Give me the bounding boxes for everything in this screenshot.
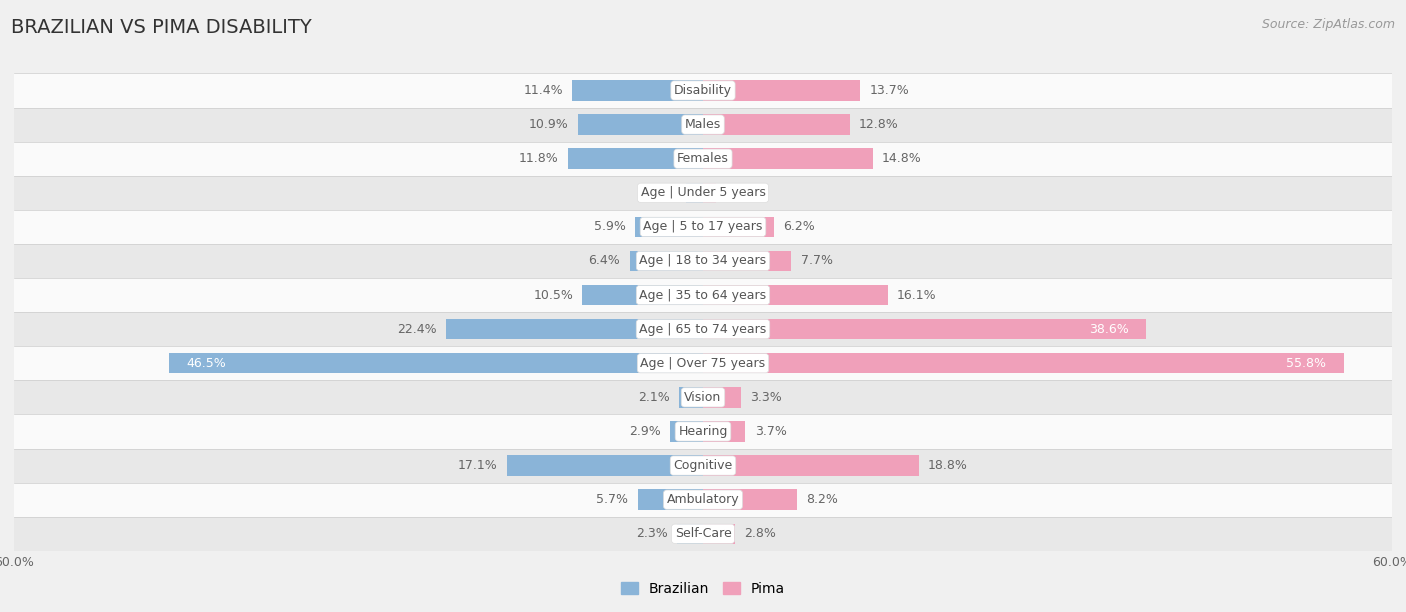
Bar bbox=[637, 490, 703, 510]
Text: 6.4%: 6.4% bbox=[589, 255, 620, 267]
Text: Self-Care: Self-Care bbox=[675, 528, 731, 540]
Text: 5.7%: 5.7% bbox=[596, 493, 628, 506]
Bar bbox=[568, 149, 703, 169]
Text: 10.5%: 10.5% bbox=[533, 289, 574, 302]
Text: 1.5%: 1.5% bbox=[645, 186, 676, 200]
Text: 3.7%: 3.7% bbox=[755, 425, 786, 438]
Text: 12.8%: 12.8% bbox=[859, 118, 898, 131]
Legend: Brazilian, Pima: Brazilian, Pima bbox=[616, 576, 790, 601]
Text: BRAZILIAN VS PIMA DISABILITY: BRAZILIAN VS PIMA DISABILITY bbox=[11, 18, 312, 37]
Bar bbox=[446, 319, 703, 340]
Text: 8.2%: 8.2% bbox=[807, 493, 838, 506]
Text: 10.9%: 10.9% bbox=[529, 118, 568, 131]
Bar bbox=[703, 319, 1146, 340]
Text: 1.1%: 1.1% bbox=[725, 186, 756, 200]
Bar bbox=[14, 176, 1392, 210]
Text: 2.3%: 2.3% bbox=[636, 528, 668, 540]
Text: Age | Over 75 years: Age | Over 75 years bbox=[641, 357, 765, 370]
Text: Hearing: Hearing bbox=[678, 425, 728, 438]
Bar bbox=[636, 217, 703, 237]
Bar bbox=[14, 483, 1392, 517]
Text: 6.2%: 6.2% bbox=[783, 220, 815, 233]
Bar bbox=[14, 414, 1392, 449]
Text: 17.1%: 17.1% bbox=[458, 459, 498, 472]
Bar bbox=[14, 108, 1392, 141]
Text: 22.4%: 22.4% bbox=[396, 323, 437, 335]
Text: Ambulatory: Ambulatory bbox=[666, 493, 740, 506]
Bar bbox=[703, 80, 860, 101]
Bar bbox=[582, 285, 703, 305]
Bar bbox=[703, 251, 792, 271]
Bar bbox=[14, 73, 1392, 108]
Text: Disability: Disability bbox=[673, 84, 733, 97]
Bar bbox=[703, 490, 797, 510]
Bar bbox=[679, 387, 703, 408]
Bar bbox=[14, 210, 1392, 244]
Text: Age | 5 to 17 years: Age | 5 to 17 years bbox=[644, 220, 762, 233]
Bar bbox=[703, 353, 1344, 373]
Text: Source: ZipAtlas.com: Source: ZipAtlas.com bbox=[1261, 18, 1395, 31]
Text: 2.1%: 2.1% bbox=[638, 391, 669, 404]
Bar bbox=[578, 114, 703, 135]
Bar bbox=[630, 251, 703, 271]
Text: Males: Males bbox=[685, 118, 721, 131]
Bar bbox=[703, 455, 920, 476]
Text: Age | Under 5 years: Age | Under 5 years bbox=[641, 186, 765, 200]
Bar bbox=[14, 380, 1392, 414]
Bar bbox=[14, 449, 1392, 483]
Bar bbox=[169, 353, 703, 373]
Bar bbox=[572, 80, 703, 101]
Text: 11.4%: 11.4% bbox=[523, 84, 562, 97]
Text: 16.1%: 16.1% bbox=[897, 289, 936, 302]
Text: 46.5%: 46.5% bbox=[186, 357, 226, 370]
Text: 14.8%: 14.8% bbox=[882, 152, 922, 165]
Text: 2.9%: 2.9% bbox=[628, 425, 661, 438]
Bar bbox=[14, 244, 1392, 278]
Bar bbox=[703, 182, 716, 203]
Bar bbox=[703, 114, 851, 135]
Text: 3.3%: 3.3% bbox=[749, 391, 782, 404]
Bar bbox=[703, 421, 745, 442]
Text: Age | 35 to 64 years: Age | 35 to 64 years bbox=[640, 289, 766, 302]
Text: 2.8%: 2.8% bbox=[744, 528, 776, 540]
Text: 55.8%: 55.8% bbox=[1286, 357, 1326, 370]
Text: 5.9%: 5.9% bbox=[595, 220, 626, 233]
Text: 13.7%: 13.7% bbox=[869, 84, 910, 97]
Text: Age | 65 to 74 years: Age | 65 to 74 years bbox=[640, 323, 766, 335]
Bar bbox=[506, 455, 703, 476]
Text: Cognitive: Cognitive bbox=[673, 459, 733, 472]
Text: 11.8%: 11.8% bbox=[519, 152, 558, 165]
Text: Vision: Vision bbox=[685, 391, 721, 404]
Bar bbox=[14, 141, 1392, 176]
Bar bbox=[703, 217, 775, 237]
Bar bbox=[676, 523, 703, 544]
Text: Females: Females bbox=[678, 152, 728, 165]
Bar bbox=[703, 285, 887, 305]
Text: 38.6%: 38.6% bbox=[1090, 323, 1129, 335]
Bar bbox=[703, 149, 873, 169]
Bar bbox=[14, 346, 1392, 380]
Bar bbox=[669, 421, 703, 442]
Bar bbox=[14, 278, 1392, 312]
Bar bbox=[14, 312, 1392, 346]
Text: 7.7%: 7.7% bbox=[800, 255, 832, 267]
Bar bbox=[703, 387, 741, 408]
Bar bbox=[703, 523, 735, 544]
Text: Age | 18 to 34 years: Age | 18 to 34 years bbox=[640, 255, 766, 267]
Bar bbox=[686, 182, 703, 203]
Text: 18.8%: 18.8% bbox=[928, 459, 967, 472]
Bar bbox=[14, 517, 1392, 551]
